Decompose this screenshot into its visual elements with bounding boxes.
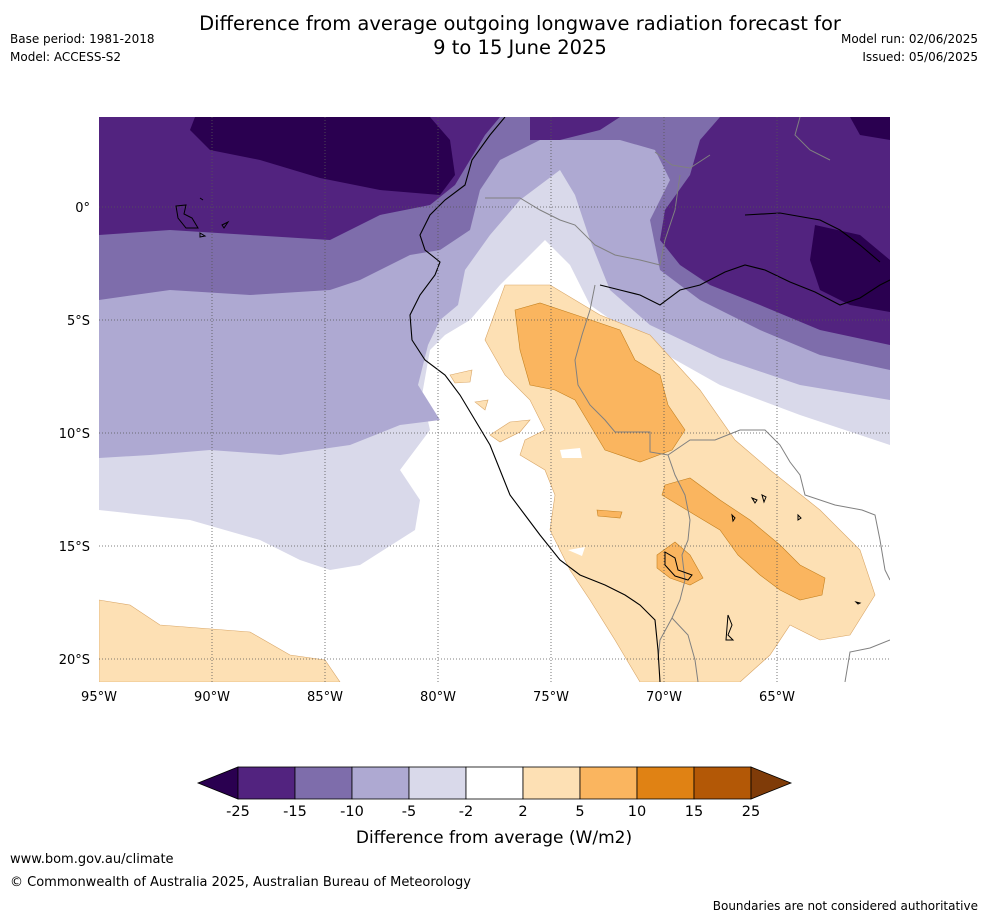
colorbar-tick-3: -5: [402, 804, 416, 820]
title-line-1: Difference from average outgoing longwav…: [199, 12, 841, 35]
lon-label-70w: 70°W: [646, 690, 682, 705]
colorbar-tick-7: 10: [628, 804, 646, 820]
neutral-hole-b: [568, 547, 585, 556]
axis-labels: 95°W 90°W 85°W 80°W 75°W 70°W 65°W 0° 5°…: [59, 201, 795, 705]
lon-label-65w: 65°W: [759, 690, 795, 705]
colorbar-label: Difference from average (W/m2): [356, 828, 632, 848]
colorbar-min-extension: [196, 766, 239, 800]
colorbar-tick-9: 25: [742, 804, 760, 820]
colorbar-segment-5: [522, 766, 581, 800]
coastline-pacific: [409, 117, 661, 682]
model-run-label: Model run: 02/06/2025: [840, 32, 978, 46]
lat-label-10s: 10°S: [59, 427, 90, 442]
colorbar-tick-1: -15: [283, 804, 307, 820]
contour-plus2-southwest: [99, 599, 341, 682]
lon-label-80w: 80°W: [420, 690, 456, 705]
neutral-hole-a: [560, 448, 582, 458]
footer-disclaimer: Boundaries are not considered authoritat…: [712, 899, 978, 913]
lat-label-15s: 15°S: [59, 540, 90, 555]
title-line-2: 9 to 15 June 2025: [433, 36, 607, 59]
lat-label-5s: 5°S: [67, 314, 90, 329]
contour-minus25-west: [190, 117, 455, 195]
colorbar-segment-2: [351, 766, 410, 800]
lat-label-0: 0°: [75, 201, 90, 216]
colorbar-segment-3: [408, 766, 467, 800]
lake-titicaca: [664, 551, 693, 581]
colorbar-tick-6: 5: [575, 804, 584, 820]
contour-minus25-northeast: [850, 117, 890, 140]
contour-plus5-small: [596, 509, 623, 519]
footer-copyright: © Commonwealth of Australia 2025, Austra…: [10, 875, 471, 890]
colorbar-tick-8: 15: [685, 804, 703, 820]
lon-label-90w: 90°W: [194, 690, 230, 705]
contour-minus25-east: [810, 225, 890, 312]
contour-minus15-north: [530, 117, 620, 140]
colorbar-segment-8: [693, 766, 752, 800]
colorbar-tick-0: -25: [226, 804, 250, 820]
map-panel: [99, 117, 890, 682]
meta-left: Base period: 1981-2018 Model: ACCESS-S2: [10, 30, 155, 66]
colorbar-tick-4: -2: [459, 804, 473, 820]
base-period-label: Base period: 1981-2018: [10, 32, 155, 46]
country-borders: [485, 117, 890, 682]
contour-plus2-small-b: [474, 399, 489, 411]
model-label: Model: ACCESS-S2: [10, 50, 122, 64]
lon-label-75w: 75°W: [533, 690, 569, 705]
issued-label: Issued: 05/06/2025: [862, 50, 978, 64]
footer-url[interactable]: www.bom.gov.au/climate: [10, 852, 174, 867]
colorbar-segment-4: [465, 766, 524, 800]
chart-title: Difference from average outgoing longwav…: [150, 12, 890, 60]
lon-label-85w: 85°W: [307, 690, 343, 705]
small-lakes: [725, 494, 862, 641]
colorbar-tick-5: 2: [518, 804, 527, 820]
contour-plus2-small-a: [449, 369, 473, 384]
colorbar-tick-2: -10: [340, 804, 364, 820]
galapagos-islands: [175, 197, 230, 238]
meta-right: Model run: 02/06/2025 Issued: 05/06/2025: [841, 30, 978, 66]
colorbar-segment-1: [294, 766, 353, 800]
colorbar-segment-6: [579, 766, 638, 800]
contour-plus5-east: [661, 477, 826, 601]
lon-label-95w: 95°W: [81, 690, 117, 705]
coastline-amazon-river: [599, 212, 890, 306]
graticule: [99, 117, 890, 682]
contour-plus2-small-c: [489, 419, 531, 443]
contour-plus5-south: [656, 541, 704, 586]
colorbar-max-extension: [750, 766, 793, 800]
colorbar-segment-7: [636, 766, 695, 800]
colorbar: -25 -15 -10 -5 -2 2 5 10 15 25 Differenc…: [196, 766, 793, 848]
colorbar-segment-0: [237, 766, 296, 800]
lat-label-20s: 20°S: [59, 653, 90, 668]
contour-plus5-north: [514, 302, 686, 463]
